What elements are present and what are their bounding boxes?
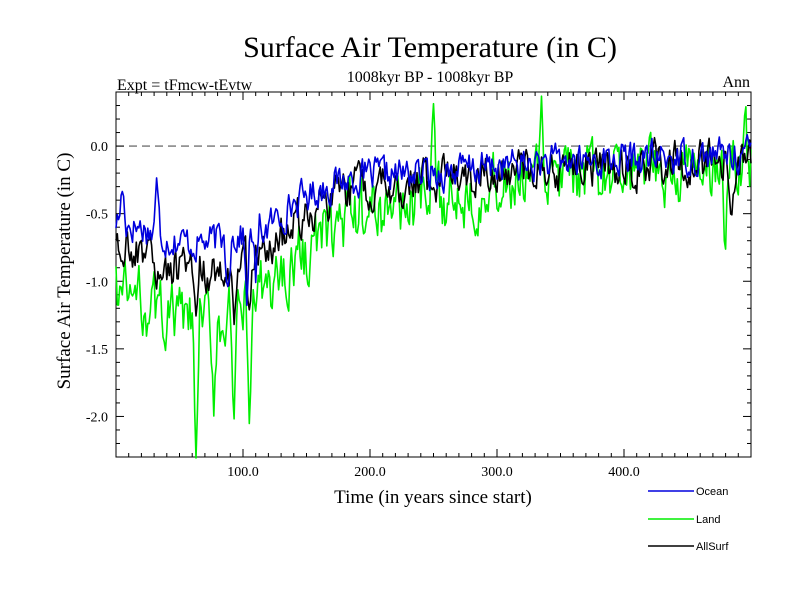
x-axis-label: Time (in years since start) — [334, 487, 532, 508]
y-tick-label: 0.0 — [91, 140, 109, 155]
legend: Ocean Land AllSurf — [648, 486, 729, 553]
allsurf-series-line — [115, 136, 752, 326]
y-tick-label: -2.0 — [86, 410, 108, 425]
legend-ocean-label: Ocean — [696, 486, 728, 498]
ocean-series-line — [115, 133, 752, 307]
x-tick-label: 400.0 — [608, 465, 640, 480]
chart-title: Surface Air Temperature (in C) — [243, 31, 617, 64]
axes: 100.0 200.0 300.0 400.0 -2.0 -1.5 -1.0 -0.5 0.0 — [86, 91, 752, 480]
x-tick-label: 300.0 — [481, 465, 513, 480]
x-tick-label: 100.0 — [227, 465, 259, 480]
legend-allsurf-label: AllSurf — [696, 541, 729, 553]
season-label: Ann — [722, 74, 750, 91]
legend-land-label: Land — [696, 514, 720, 526]
period-label: 1008kyr BP - 1008kyr BP — [347, 69, 514, 86]
experiment-label: Expt = tFmcw-tEvtw — [117, 77, 253, 94]
series-lines — [115, 95, 752, 459]
y-tick-label: -1.5 — [86, 343, 108, 358]
y-axis-label: Surface Air Temperature (in C) — [54, 153, 75, 390]
y-tick-label: -1.0 — [86, 275, 108, 290]
x-tick-label: 200.0 — [354, 465, 386, 480]
y-tick-label: -0.5 — [86, 208, 108, 223]
